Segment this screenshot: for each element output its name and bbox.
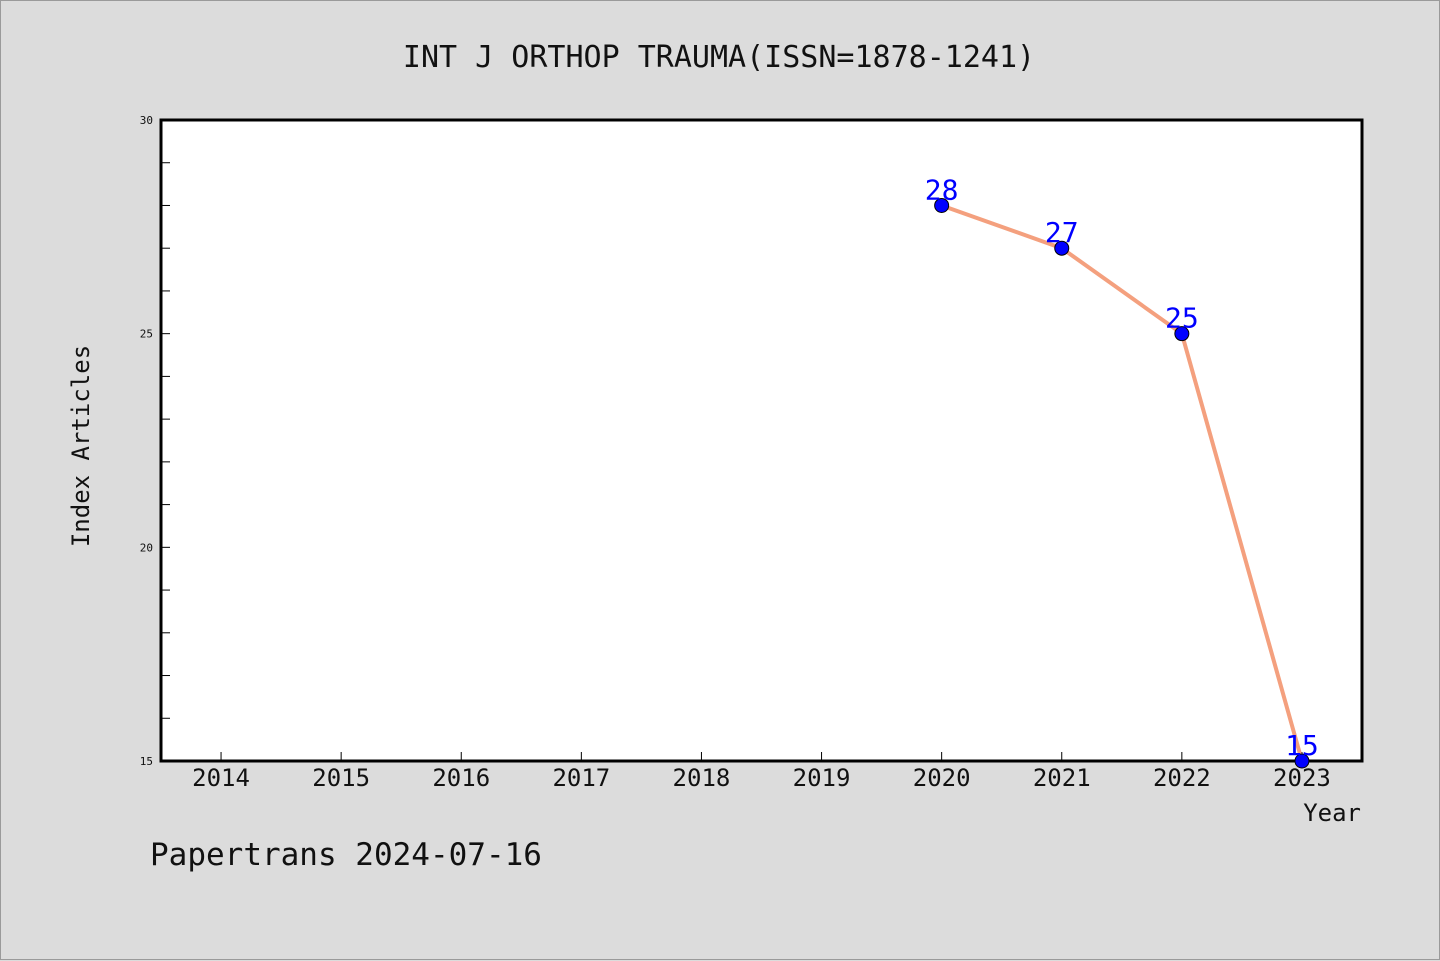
y-tick-label: 30 — [140, 114, 153, 127]
x-tick-label: 2015 — [312, 764, 370, 792]
data-point — [1174, 326, 1190, 342]
plot-area — [159, 118, 1364, 763]
series-lines — [940, 203, 1304, 762]
y-axis-label: Index Articles — [67, 345, 95, 547]
x-axis-ticks: 2014 2015 2016 2017 2018 2019 2020 2021 2022 2023 — [192, 752, 1331, 792]
data-label: 27 — [1045, 216, 1079, 249]
x-axis-label: Year — [1303, 799, 1361, 827]
x-tick-label: 2018 — [673, 764, 731, 792]
x-tick-label: 2022 — [1153, 764, 1211, 792]
x-tick-label: 2014 — [192, 764, 250, 792]
data-point — [934, 197, 950, 213]
footer-watermark: Papertrans 2024-07-16 — [150, 837, 542, 873]
data-label: 15 — [1285, 729, 1319, 762]
y-tick-label: 15 — [140, 755, 153, 768]
data-labels: 28 27 25 15 — [925, 173, 1319, 762]
y-minor-ticks — [161, 162, 170, 719]
x-tick-label: 2017 — [552, 764, 610, 792]
data-point — [1054, 240, 1070, 256]
x-tick-label: 2023 — [1273, 764, 1331, 792]
y-tick-label: 20 — [140, 541, 153, 554]
data-label: 25 — [1165, 302, 1199, 335]
x-tick-label: 2019 — [793, 764, 851, 792]
x-tick-label: 2020 — [913, 764, 971, 792]
y-tick-label: 25 — [140, 328, 153, 341]
data-label: 28 — [925, 173, 959, 206]
series-points — [934, 197, 1310, 769]
data-point — [1294, 753, 1310, 769]
y-axis-ticks: 15 20 25 30 — [140, 114, 170, 768]
chart-title: INT J ORTHOP TRAUMA(ISSN=1878-1241) — [403, 40, 1035, 75]
x-tick-label: 2016 — [432, 764, 490, 792]
series-line — [940, 203, 1304, 762]
x-tick-label: 2021 — [1033, 764, 1091, 792]
